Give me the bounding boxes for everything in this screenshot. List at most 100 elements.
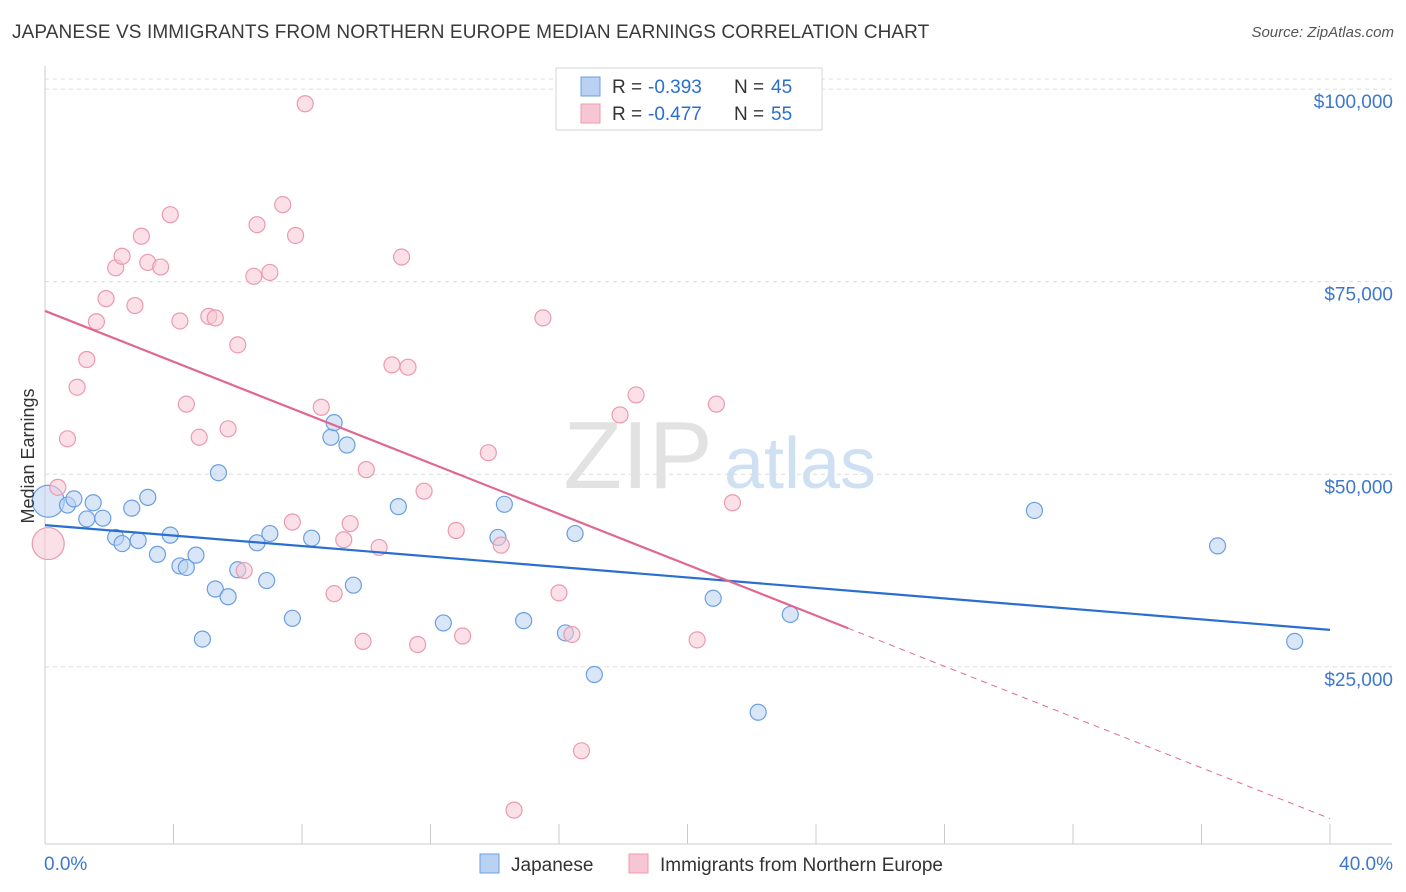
point-japanese-4 [84, 494, 102, 512]
point-japanese-8 [123, 499, 141, 517]
point-northern-europe-36 [383, 356, 401, 374]
point-northern-europe-10 [132, 227, 150, 245]
point-japanese-11 [148, 545, 167, 563]
point-northern-europe-14 [171, 312, 189, 330]
point-japanese-10 [139, 488, 157, 506]
point-japanese-37 [585, 665, 603, 684]
legend-bottom-swatch-japanese [479, 853, 500, 874]
point-northern-europe-1 [49, 478, 67, 496]
point-japanese-18 [209, 464, 228, 482]
point-japanese-34 [515, 612, 533, 630]
y-tick-label-0: $25,000 [1324, 670, 1393, 691]
chart-title: JAPANESE VS IMMIGRANTS FROM NORTHERN EUR… [12, 22, 930, 43]
legend-n-value-1: 45 [771, 77, 792, 98]
point-northern-europe-3 [68, 378, 86, 396]
point-japanese-25 [303, 529, 321, 547]
trend-lines [44, 309, 1331, 820]
point-northern-europe-31 [335, 531, 353, 549]
point-northern-europe-48 [563, 625, 581, 644]
point-northern-europe-0 [31, 526, 65, 561]
point-northern-europe-26 [283, 513, 301, 531]
legend-bottom-label-northern-europe: Immigrants from Northern Europe [660, 855, 943, 876]
point-northern-europe-21 [235, 561, 253, 580]
y-axis-label: Median Earnings [18, 388, 38, 523]
point-northern-europe-8 [113, 247, 131, 265]
y-tick-label-1: $50,000 [1324, 477, 1393, 498]
point-northern-europe-42 [454, 627, 472, 645]
x-tick-label-min: 0.0% [44, 854, 87, 875]
y-tick-label-2: $75,000 [1324, 285, 1393, 306]
point-northern-europe-22 [245, 267, 263, 285]
point-northern-europe-28 [296, 95, 314, 113]
point-japanese-22 [258, 571, 276, 590]
trend-line-northern-europe [44, 309, 849, 630]
legend-bottom-swatch-northern-europe [628, 853, 649, 874]
point-japanese-40 [781, 605, 799, 624]
point-japanese-23 [261, 524, 279, 543]
legend-swatch-northern-europe [580, 103, 601, 124]
point-northern-europe-34 [357, 461, 375, 479]
point-northern-europe-41 [447, 521, 465, 540]
point-northern-europe-27 [286, 226, 305, 245]
point-northern-europe-6 [97, 290, 115, 308]
point-northern-europe-13 [161, 206, 179, 224]
point-japanese-17 [206, 580, 224, 598]
point-northern-europe-29 [312, 398, 330, 416]
point-northern-europe-9 [126, 296, 144, 315]
point-japanese-16 [193, 630, 212, 648]
point-northern-europe-24 [261, 263, 279, 282]
point-japanese-5 [94, 509, 112, 527]
legend-r-value-2: -0.477 [648, 104, 702, 125]
point-northern-europe-20 [229, 336, 247, 354]
legend-n-label-2: N = [734, 104, 769, 125]
point-northern-europe-33 [354, 632, 372, 651]
point-japanese-38 [704, 589, 722, 607]
trend-line-japanese [44, 524, 1331, 631]
point-northern-europe-53 [707, 395, 726, 413]
point-japanese-41 [1025, 501, 1044, 520]
axis-labels: $25,000 $50,000 $75,000 $100,000 0.0% 40.0% Me… [18, 92, 1393, 875]
legend-bottom-label-japanese: Japanese [511, 855, 593, 876]
point-northern-europe-32 [341, 514, 359, 533]
point-northern-europe-18 [206, 309, 224, 327]
chart-source: Source: ZipAtlas.com [1251, 24, 1394, 41]
point-japanese-7 [113, 534, 131, 553]
point-northern-europe-54 [723, 494, 742, 512]
legend-swatch-japanese [580, 76, 601, 97]
axes [44, 66, 1392, 845]
point-japanese-29 [344, 576, 362, 594]
point-northern-europe-38 [399, 358, 417, 376]
point-japanese-42 [1208, 537, 1227, 555]
point-japanese-15 [187, 546, 205, 564]
point-northern-europe-15 [177, 395, 195, 413]
stats-legend: R = -0.393 N = 45 R = -0.477 N = 55 [555, 67, 823, 131]
gridlines [45, 78, 1392, 668]
x-tick-label-max: 40.0% [1339, 854, 1393, 875]
point-northern-europe-52 [688, 631, 706, 649]
point-japanese-30 [389, 498, 407, 516]
point-northern-europe-30 [325, 585, 343, 603]
point-northern-europe-12 [152, 258, 170, 276]
legend-n-label-1: N = [734, 77, 769, 98]
watermark-zip: ZIP [563, 402, 712, 509]
point-japanese-19 [219, 588, 237, 606]
point-northern-europe-49 [572, 742, 591, 760]
point-japanese-28 [338, 436, 356, 454]
point-northern-europe-43 [479, 444, 497, 462]
point-northern-europe-44 [492, 536, 510, 554]
trend-line-extension-northern-europe [847, 627, 1331, 820]
legend-r-label-1: R = [612, 77, 647, 98]
point-northern-europe-16 [190, 428, 208, 446]
point-japanese-26 [322, 428, 340, 446]
point-japanese-2 [65, 490, 83, 508]
legend-r-label-2: R = [612, 104, 647, 125]
point-japanese-3 [78, 510, 96, 528]
y-tick-label-3: $100,000 [1314, 92, 1393, 113]
legend-n-value-2: 55 [771, 104, 792, 125]
point-northern-europe-19 [219, 420, 237, 438]
point-northern-europe-23 [248, 216, 266, 234]
point-northern-europe-40 [415, 482, 433, 500]
watermark-atlas: atlas [724, 424, 876, 504]
